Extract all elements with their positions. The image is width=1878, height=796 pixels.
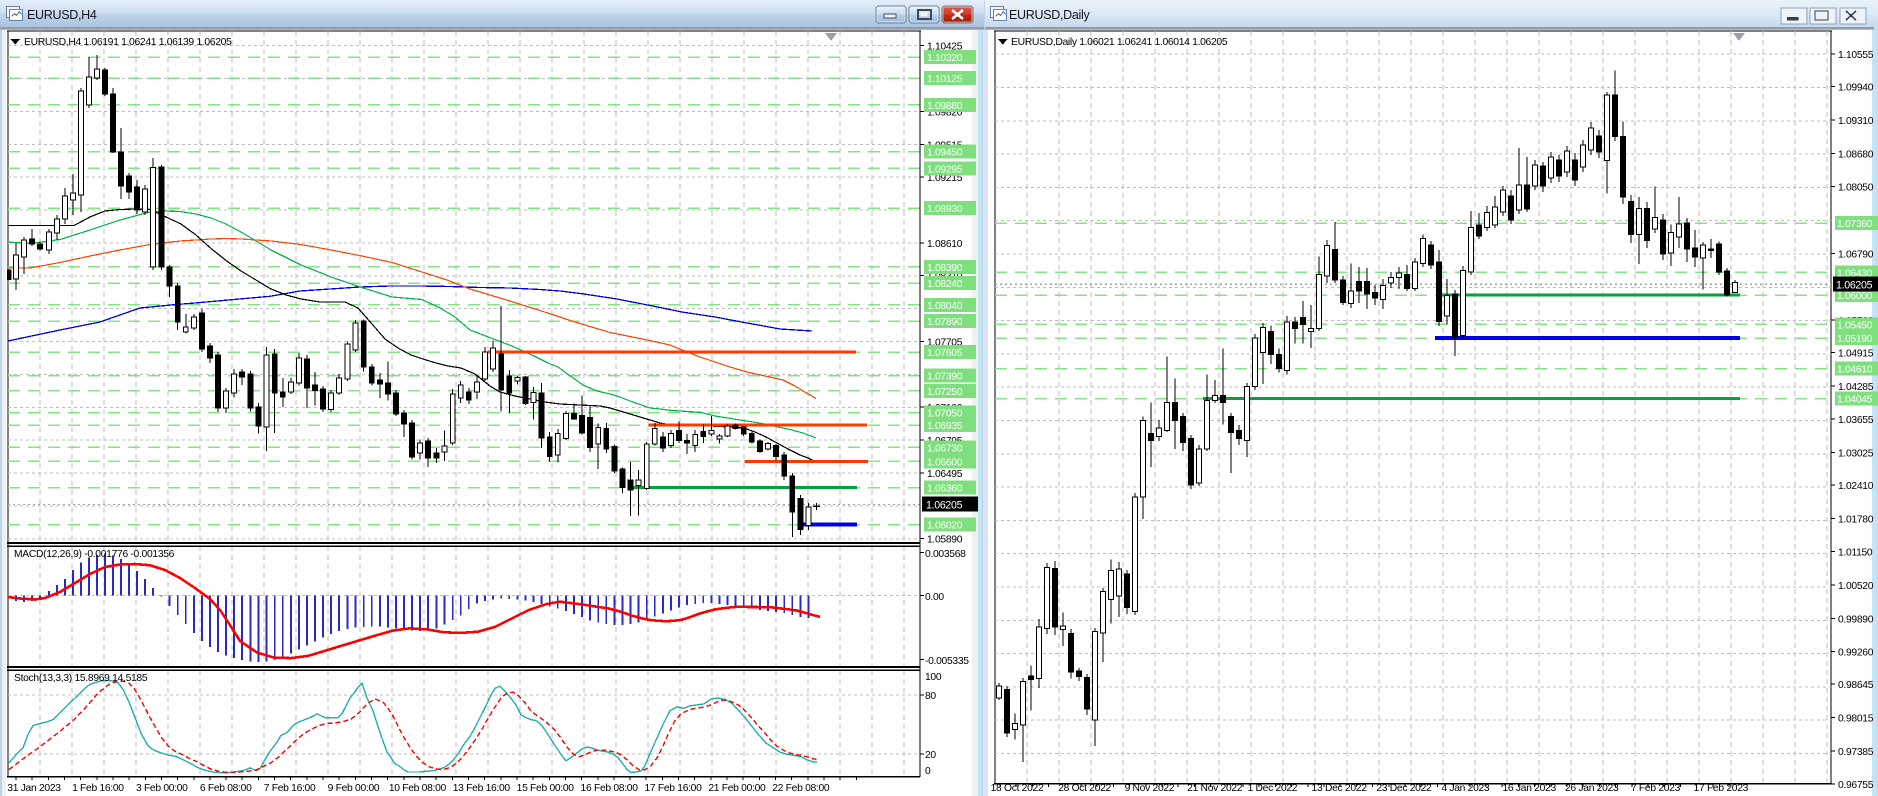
svg-text:1.00520: 1.00520 xyxy=(1838,581,1874,592)
svg-text:22 Feb 08:00: 22 Feb 08:00 xyxy=(772,783,830,794)
svg-text:20: 20 xyxy=(925,750,936,761)
svg-text:1.01150: 1.01150 xyxy=(1838,548,1873,559)
svg-text:1.08040: 1.08040 xyxy=(927,301,963,312)
svg-text:28 Oct 2022: 28 Oct 2022 xyxy=(1058,783,1111,794)
svg-text:1.10555: 1.10555 xyxy=(1838,50,1874,61)
svg-text:EURUSD,H4: EURUSD,H4 xyxy=(27,8,97,22)
svg-text:1.06495: 1.06495 xyxy=(927,469,963,480)
svg-text:Stoch(13,3,3) 15.8969 14.5185: Stoch(13,3,3) 15.8969 14.5185 xyxy=(14,673,148,684)
svg-text:1.09940: 1.09940 xyxy=(1838,83,1874,94)
svg-text:EURUSD,Daily: EURUSD,Daily xyxy=(1009,8,1090,22)
svg-text:1.08390: 1.08390 xyxy=(927,263,963,274)
svg-text:1.10425: 1.10425 xyxy=(927,42,963,53)
svg-text:9 Feb 00:00: 9 Feb 00:00 xyxy=(328,783,380,794)
svg-text:23 Dec 2022: 23 Dec 2022 xyxy=(1376,783,1432,794)
svg-text:1.09310: 1.09310 xyxy=(1838,116,1874,127)
svg-text:21 Nov 2022: 21 Nov 2022 xyxy=(1187,783,1243,794)
svg-text:0.99890: 0.99890 xyxy=(1838,614,1874,625)
svg-text:10 Feb 08:00: 10 Feb 08:00 xyxy=(389,783,447,794)
svg-text:1.08930: 1.08930 xyxy=(927,204,963,215)
svg-text:17 Feb 2023: 17 Feb 2023 xyxy=(1694,783,1749,794)
svg-text:1.06000: 1.06000 xyxy=(1837,291,1873,302)
svg-text:26 Jan 2023: 26 Jan 2023 xyxy=(1565,783,1619,794)
svg-text:1.04045: 1.04045 xyxy=(1837,395,1873,406)
svg-text:13 Feb 16:00: 13 Feb 16:00 xyxy=(453,783,511,794)
svg-text:1.02410: 1.02410 xyxy=(1838,481,1874,492)
svg-text:1.06790: 1.06790 xyxy=(1838,249,1874,260)
svg-text:1.07705: 1.07705 xyxy=(927,337,963,348)
svg-text:1.08680: 1.08680 xyxy=(1838,149,1874,160)
svg-text:1.07250: 1.07250 xyxy=(927,387,963,398)
svg-text:EURUSD,Daily 1.06021 1.06241: EURUSD,Daily 1.06021 1.06241 1.06014 1.0… xyxy=(1011,37,1228,48)
svg-text:1.01780: 1.01780 xyxy=(1838,514,1874,525)
svg-text:1.07890: 1.07890 xyxy=(927,317,963,328)
svg-text:0.003568: 0.003568 xyxy=(925,549,966,560)
svg-text:1.06600: 1.06600 xyxy=(927,457,963,468)
svg-text:1.09450: 1.09450 xyxy=(927,148,963,159)
svg-text:1.07390: 1.07390 xyxy=(927,372,963,383)
svg-text:1.04285: 1.04285 xyxy=(1838,382,1874,393)
svg-text:21 Feb 00:00: 21 Feb 00:00 xyxy=(708,783,766,794)
svg-text:1.09880: 1.09880 xyxy=(927,101,963,112)
svg-text:0.00: 0.00 xyxy=(925,592,944,603)
svg-text:16 Jan 2023: 16 Jan 2023 xyxy=(1503,783,1557,794)
svg-text:1.06935: 1.06935 xyxy=(927,421,963,432)
svg-text:0.96755: 0.96755 xyxy=(1838,780,1874,791)
svg-text:1.06205: 1.06205 xyxy=(1836,279,1873,291)
svg-text:MACD(12,26,9) -0.001776 -0.001: MACD(12,26,9) -0.001776 -0.001356 xyxy=(14,549,175,560)
svg-text:15 Feb 00:00: 15 Feb 00:00 xyxy=(517,783,575,794)
svg-text:1.09295: 1.09295 xyxy=(927,164,963,175)
svg-text:3 Feb 00:00: 3 Feb 00:00 xyxy=(136,783,188,794)
svg-text:13 Dec 2022: 13 Dec 2022 xyxy=(1312,783,1368,794)
svg-text:1.03655: 1.03655 xyxy=(1838,415,1874,426)
svg-text:1.07050: 1.07050 xyxy=(927,409,963,420)
svg-text:-0.005335: -0.005335 xyxy=(925,656,969,667)
svg-text:EURUSD,H4 1.06191 1.06241 1.0: EURUSD,H4 1.06191 1.06241 1.06139 1.0620… xyxy=(24,37,232,48)
svg-text:4 Jan 2023: 4 Jan 2023 xyxy=(1441,783,1490,794)
svg-text:1.09820: 1.09820 xyxy=(927,107,963,118)
svg-text:7 Feb 2023: 7 Feb 2023 xyxy=(1631,783,1681,794)
svg-text:1.08050: 1.08050 xyxy=(1838,183,1874,194)
svg-text:16 Feb 08:00: 16 Feb 08:00 xyxy=(581,783,639,794)
svg-text:0.98015: 0.98015 xyxy=(1838,714,1874,725)
svg-text:1.05450: 1.05450 xyxy=(1837,320,1873,331)
svg-text:1.10125: 1.10125 xyxy=(927,74,963,85)
svg-text:1 Dec 2022: 1 Dec 2022 xyxy=(1248,783,1298,794)
svg-text:1 Feb 16:00: 1 Feb 16:00 xyxy=(72,783,124,794)
svg-text:1.04610: 1.04610 xyxy=(1837,365,1873,376)
svg-text:1.07605: 1.07605 xyxy=(927,348,963,359)
svg-text:1.06360: 1.06360 xyxy=(927,484,963,495)
svg-text:80: 80 xyxy=(925,691,936,702)
svg-text:100: 100 xyxy=(925,672,942,683)
svg-text:1.08240: 1.08240 xyxy=(927,279,963,290)
svg-text:0.99260: 0.99260 xyxy=(1838,648,1874,659)
svg-text:1.09215: 1.09215 xyxy=(927,173,963,184)
svg-text:7 Feb 16:00: 7 Feb 16:00 xyxy=(264,783,316,794)
svg-text:1.03025: 1.03025 xyxy=(1838,449,1874,460)
svg-text:0: 0 xyxy=(925,766,931,777)
svg-text:0.97385: 0.97385 xyxy=(1838,747,1874,758)
svg-text:1.06730: 1.06730 xyxy=(927,443,963,454)
svg-text:1.08610: 1.08610 xyxy=(927,239,963,250)
svg-text:1.10320: 1.10320 xyxy=(927,53,963,64)
svg-text:1.06020: 1.06020 xyxy=(927,521,963,532)
svg-text:1.06430: 1.06430 xyxy=(1837,268,1873,279)
svg-text:1.05190: 1.05190 xyxy=(1837,334,1873,345)
svg-text:6 Feb 08:00: 6 Feb 08:00 xyxy=(200,783,252,794)
svg-text:1.04915: 1.04915 xyxy=(1838,349,1874,360)
svg-text:31 Jan 2023: 31 Jan 2023 xyxy=(7,783,61,794)
svg-text:1.06205: 1.06205 xyxy=(926,499,963,511)
svg-text:1.07360: 1.07360 xyxy=(1837,219,1873,230)
svg-text:17 Feb 16:00: 17 Feb 16:00 xyxy=(644,783,702,794)
svg-text:9 Nov 2022: 9 Nov 2022 xyxy=(1125,783,1175,794)
svg-text:1.05890: 1.05890 xyxy=(927,535,963,546)
svg-text:0.98645: 0.98645 xyxy=(1838,680,1874,691)
svg-text:18 Oct 2022: 18 Oct 2022 xyxy=(991,783,1044,794)
